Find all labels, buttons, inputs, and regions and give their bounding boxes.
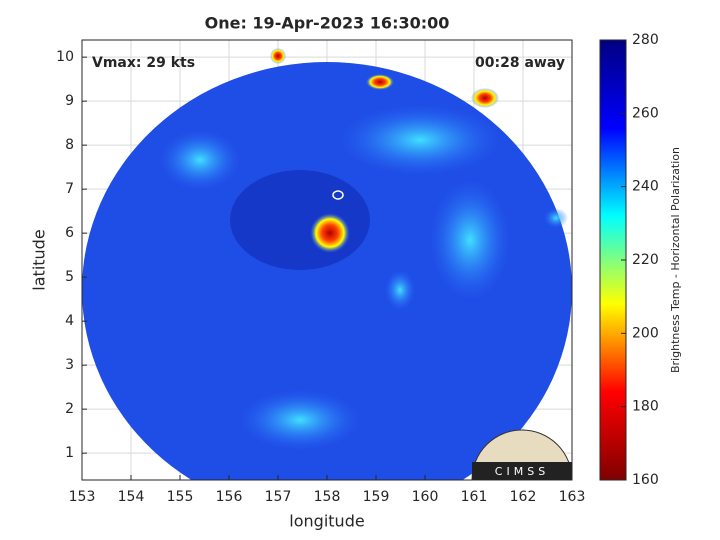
swath-cloud: [160, 130, 240, 190]
swath-cloud: [430, 180, 510, 300]
y-tick-label: 10: [56, 49, 74, 65]
swath-hot: [270, 48, 286, 64]
logo-text: CIMSS: [495, 465, 549, 478]
annotation: 00:28 away: [475, 55, 565, 71]
colorbar-label: Brightness Temp - Horizontal Polarizatio…: [669, 147, 682, 373]
swath-shade: [230, 170, 370, 270]
swath-hot: [366, 74, 394, 90]
colorbar-tick-label: 260: [632, 105, 659, 121]
x-tick-label: 158: [314, 489, 341, 505]
x-tick-label: 153: [69, 489, 96, 505]
center-marker: [332, 190, 344, 200]
y-tick-label: 2: [65, 401, 74, 417]
swath-cloud: [340, 105, 500, 175]
colorbar-tick-label: 240: [632, 179, 659, 195]
logo: CIMSS: [471, 429, 573, 481]
x-axis-label: longitude: [289, 512, 364, 531]
colorbar-tick-label: 180: [632, 399, 659, 415]
y-tick-label: 3: [65, 357, 74, 373]
colorbar-tick-label: 160: [632, 472, 659, 488]
x-tick-label: 157: [265, 489, 292, 505]
colorbar-tick-label: 220: [632, 252, 659, 268]
x-tick-label: 154: [118, 489, 145, 505]
y-tick-label: 7: [65, 181, 74, 197]
x-tick-label: 163: [559, 489, 586, 505]
swath-cloud: [385, 270, 415, 310]
y-tick-label: 9: [65, 93, 74, 109]
colorbar-tick-label: 200: [632, 325, 659, 341]
swath: [82, 48, 572, 480]
x-tick-label: 162: [510, 489, 537, 505]
swath-cloud: [240, 390, 360, 450]
x-tick-label: 156: [216, 489, 243, 505]
x-tick-label: 161: [461, 489, 488, 505]
colorbar-tick-label: 280: [632, 32, 659, 48]
x-tick-label: 159: [363, 489, 390, 505]
logo-band: [472, 462, 572, 480]
x-tick-label: 155: [167, 489, 194, 505]
y-tick-label: 6: [65, 225, 74, 241]
y-tick-label: 4: [65, 313, 74, 329]
chart-title: One: 19-Apr-2023 16:30:00: [205, 14, 450, 33]
annotation: Vmax: 29 kts: [92, 55, 195, 71]
y-tick-label: 1: [65, 445, 74, 461]
y-axis-label: latitude: [30, 229, 49, 290]
swath-hot: [471, 88, 499, 108]
y-tick-label: 8: [65, 137, 74, 153]
swath-hot: [310, 213, 350, 253]
swath-cloud: [544, 208, 568, 228]
y-tick-label: 5: [65, 269, 74, 285]
x-tick-label: 160: [412, 489, 439, 505]
